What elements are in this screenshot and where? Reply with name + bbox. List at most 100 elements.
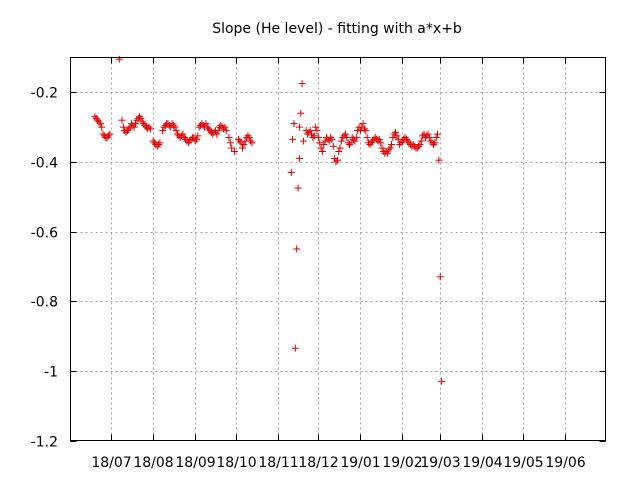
data-point — [352, 134, 360, 142]
data-point — [378, 144, 386, 152]
data-point — [351, 137, 359, 145]
data-point — [318, 148, 326, 156]
data-point — [333, 156, 341, 164]
data-point — [248, 139, 256, 147]
y-tick-label: -0.8 — [31, 295, 58, 311]
data-point — [375, 135, 383, 143]
x-tick-label: 18/07 — [91, 455, 131, 471]
x-tick-label: 19/01 — [340, 455, 380, 471]
x-tick-label: 19/03 — [420, 455, 460, 471]
data-point — [202, 120, 210, 128]
data-point — [385, 146, 393, 154]
data-point — [388, 141, 395, 149]
data-point — [156, 139, 164, 147]
chart-title: Slope (He level) - fitting with a*x+b — [212, 21, 462, 37]
data-point — [125, 125, 133, 133]
data-point — [438, 377, 446, 385]
x-tick-label: 18/11 — [258, 455, 298, 471]
data-point — [313, 127, 321, 135]
data-point — [132, 120, 140, 128]
data-point — [137, 114, 145, 122]
x-tick-label: 18/10 — [216, 455, 256, 471]
data-point — [213, 130, 221, 138]
data-point — [393, 132, 401, 140]
data-point — [293, 245, 301, 253]
data-point — [191, 137, 199, 145]
data-point — [435, 156, 443, 164]
data-points — [91, 55, 446, 385]
data-point — [294, 184, 302, 192]
data-point — [247, 137, 255, 145]
data-point — [95, 118, 103, 126]
data-point — [389, 134, 397, 142]
data-point — [96, 120, 104, 128]
data-point — [337, 137, 345, 145]
data-point — [327, 134, 335, 142]
data-point — [417, 137, 425, 145]
data-point — [221, 123, 229, 131]
y-tick-label: -0.4 — [31, 156, 58, 172]
data-point — [297, 109, 305, 117]
data-point — [335, 148, 343, 156]
data-point — [214, 127, 222, 135]
x-tick-label: 18/09 — [175, 455, 215, 471]
x-tick-label: 19/05 — [503, 455, 543, 471]
data-point — [360, 125, 368, 133]
data-point — [383, 149, 391, 157]
y-tick-label: -0.2 — [31, 86, 58, 102]
data-point — [363, 134, 371, 142]
data-point — [130, 123, 138, 131]
y-tick-label: -1 — [44, 365, 58, 381]
data-point — [314, 134, 322, 142]
y-tick-label: -0.6 — [31, 226, 58, 242]
data-point — [332, 158, 340, 166]
data-point — [429, 141, 437, 149]
data-point — [415, 142, 423, 150]
data-point — [136, 113, 144, 121]
data-point — [434, 130, 442, 138]
data-point — [425, 134, 433, 142]
data-point — [230, 148, 238, 156]
data-point — [431, 139, 439, 147]
data-point — [312, 123, 320, 131]
data-point — [295, 123, 303, 131]
data-point — [115, 55, 123, 63]
data-point — [289, 135, 297, 143]
data-point — [146, 125, 154, 133]
data-point — [244, 132, 252, 140]
data-point — [240, 141, 248, 149]
data-point — [119, 123, 127, 131]
data-point — [169, 121, 177, 129]
data-point — [362, 127, 370, 135]
data-point — [145, 123, 153, 131]
data-point — [222, 127, 230, 135]
data-point — [104, 132, 112, 140]
data-point — [225, 134, 233, 142]
y-axis-tick-labels: -1.2 -1 -0.8 -0.6 -0.4 -0.2 — [31, 86, 58, 451]
data-point — [432, 134, 440, 142]
plot-frame — [70, 57, 606, 441]
y-tick-label: -1.2 — [31, 435, 58, 451]
data-point — [329, 142, 337, 150]
x-tick-label: 19/02 — [382, 455, 422, 471]
data-point — [359, 120, 367, 128]
x-axis-tick-labels: 18/07 18/08 18/09 18/10 18/11 18/12 19/01 19/02… — [91, 455, 585, 471]
data-point — [172, 127, 180, 135]
data-point — [306, 127, 314, 135]
x-tick-label: 19/04 — [462, 455, 502, 471]
data-point — [377, 139, 385, 147]
data-point — [291, 344, 299, 352]
data-point — [295, 154, 303, 162]
data-point — [299, 137, 307, 145]
data-point — [436, 273, 444, 281]
grid-lines — [70, 57, 606, 441]
data-point — [336, 144, 344, 152]
data-point — [320, 141, 328, 149]
data-point — [192, 135, 200, 143]
x-tick-label: 18/12 — [298, 455, 338, 471]
data-point — [416, 141, 424, 149]
data-point — [392, 128, 400, 136]
data-point — [118, 116, 126, 124]
